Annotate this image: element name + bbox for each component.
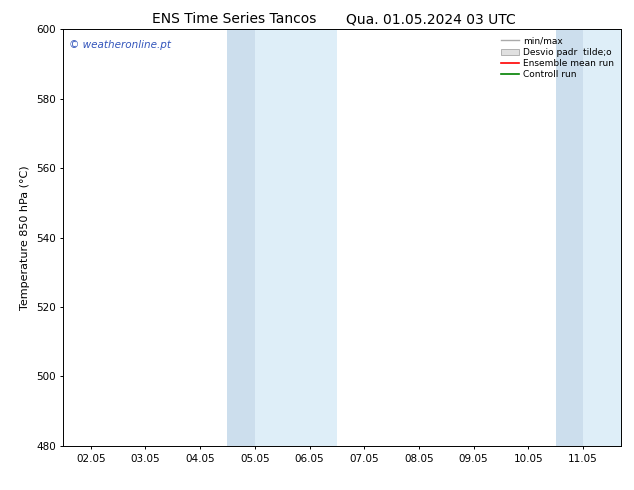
Bar bbox=[228, 29, 337, 446]
Bar bbox=[555, 29, 583, 446]
Legend: min/max, Desvio padr  tilde;o, Ensemble mean run, Controll run: min/max, Desvio padr tilde;o, Ensemble m… bbox=[499, 34, 617, 82]
Text: © weatheronline.pt: © weatheronline.pt bbox=[69, 40, 171, 50]
Text: Qua. 01.05.2024 03 UTC: Qua. 01.05.2024 03 UTC bbox=[346, 12, 516, 26]
Bar bbox=[555, 29, 621, 446]
Y-axis label: Temperature 850 hPa (°C): Temperature 850 hPa (°C) bbox=[20, 165, 30, 310]
Text: ENS Time Series Tancos: ENS Time Series Tancos bbox=[152, 12, 317, 26]
Bar bbox=[228, 29, 255, 446]
